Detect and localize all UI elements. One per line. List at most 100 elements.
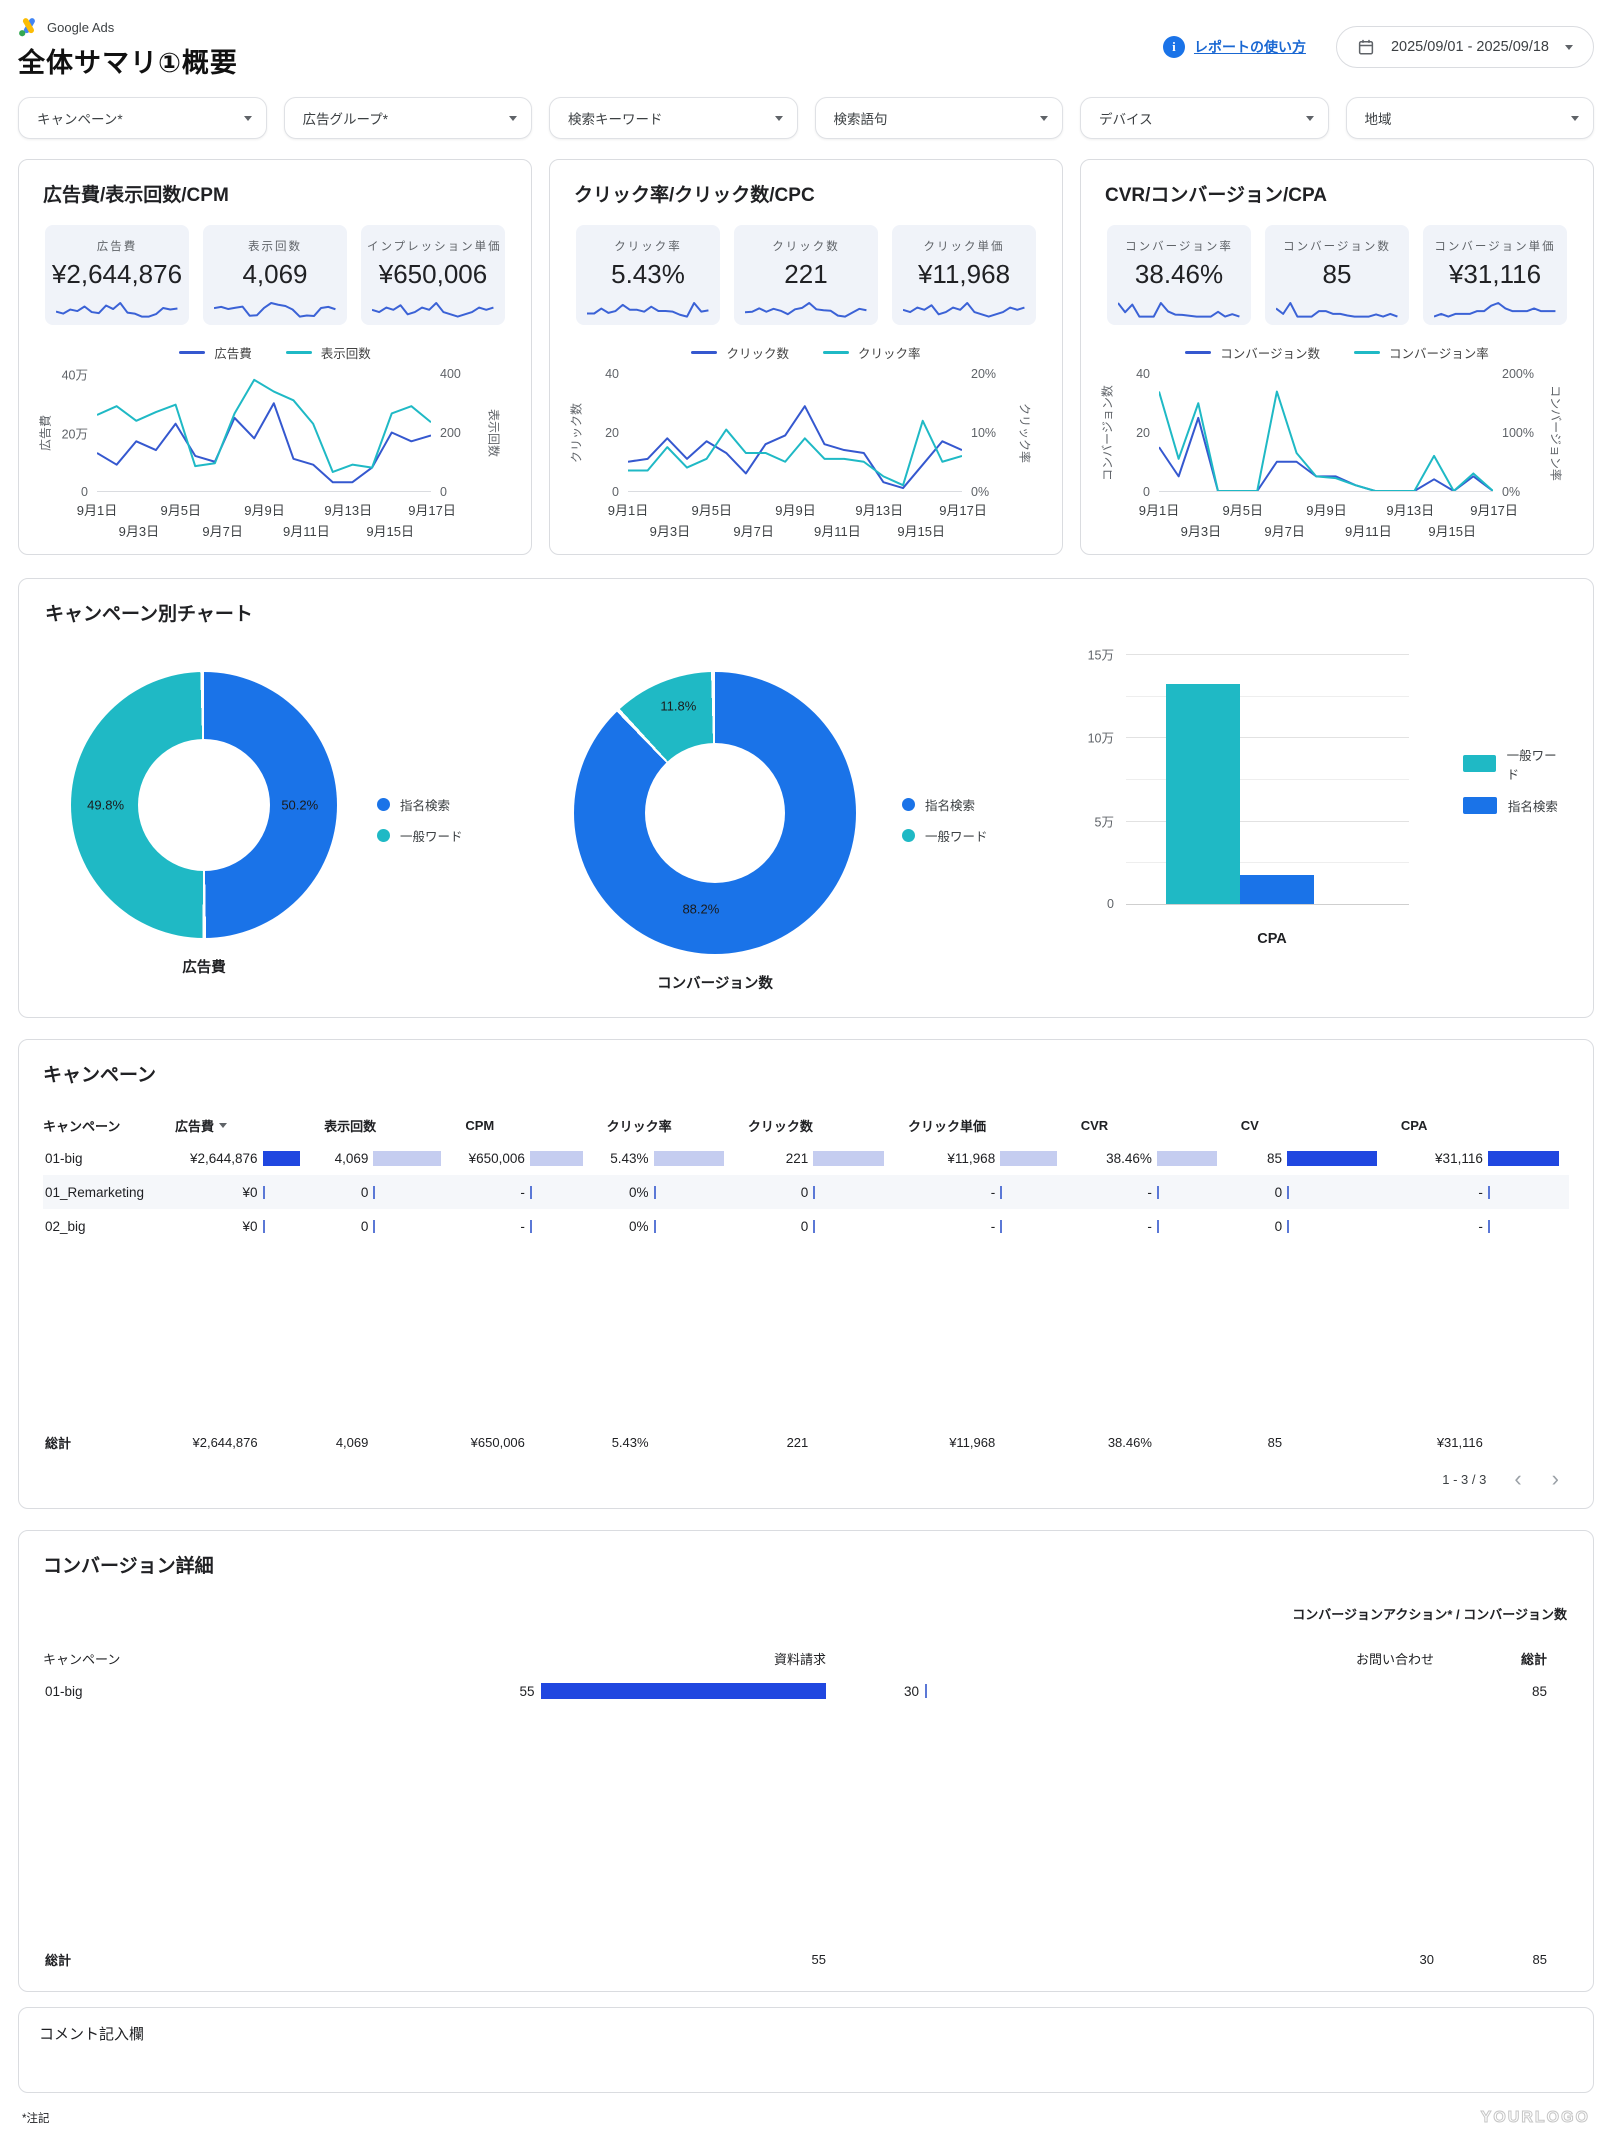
filter-device[interactable]: デバイス [1080, 97, 1329, 139]
column-header-1[interactable]: 広告費 [161, 1116, 310, 1135]
legend-item: 一般ワード [1462, 745, 1567, 783]
column-header-4[interactable]: クリック率 [606, 1118, 672, 1134]
scorecard: クリック単価 ¥11,968 [892, 225, 1036, 325]
page-title: 全体サマリ①概要 [18, 48, 238, 78]
total-value: 55 [811, 1951, 826, 1967]
conversion-meta-label: コンバージョンアクション* / コンバージョン数 [1292, 1607, 1567, 1622]
date-range-picker[interactable]: 2025/09/01 - 2025/09/18 [1335, 26, 1594, 68]
campaign-name: 01-big [45, 1683, 83, 1699]
chart-legend: コンバージョン数 コンバージョン率 [1099, 343, 1575, 362]
table-row[interactable]: 01-big ¥2,644,876 4,069 ¥650,006 5.43% 221 ¥11… [43, 1141, 1569, 1175]
placeholder-logo: YOURLOGO [1480, 2109, 1590, 2127]
table-cell: - [1067, 1185, 1227, 1200]
table-cell: - [894, 1185, 1067, 1200]
filter-region[interactable]: 地域 [1345, 97, 1594, 139]
legend-item: 指名検索 [1462, 796, 1567, 815]
brand-and-title: Google Ads 全体サマリ①概要 [18, 10, 238, 80]
bar-plot: 0 5万 10万 15万 [1088, 649, 1409, 911]
table-cell: - [894, 1219, 1067, 1234]
scorecard: コンバージョン単価 ¥31,116 [1423, 225, 1567, 325]
column-header-2[interactable]: 表示回数 [324, 1118, 377, 1134]
table-cell: 0% [593, 1185, 734, 1200]
total-value: 85 [1532, 1951, 1547, 1967]
chart-caption: 広告費 [182, 960, 226, 976]
column-header-7[interactable]: CVR [1080, 1117, 1109, 1133]
footnote: *注記 [22, 2113, 50, 2125]
table-cell: 38.46% [1067, 1150, 1227, 1166]
kpi-panel-clicks: クリック率/クリック数/CPC クリック率 5.43% クリック数 221 クリック単価… [549, 159, 1063, 555]
plot-area [97, 374, 431, 492]
slice-label: 88.2% [682, 901, 720, 917]
conversion-header-row: キャンペーン 資料請求 お問い合わせ 総計 [43, 1643, 1569, 1673]
table-row[interactable]: 01_Remarketing ¥0 0-0% 0- -0- [43, 1175, 1569, 1209]
chart-legend: 広告費 表示回数 [37, 343, 513, 362]
scorecard: 表示回数 4,069 [203, 225, 347, 325]
column-header[interactable]: 総計 [1520, 1651, 1547, 1667]
table-cell: 0 [310, 1185, 451, 1200]
chevron-down-icon [1305, 115, 1314, 121]
filter-campaign[interactable]: キャンペーン* [18, 97, 267, 139]
total-value: 30 [1419, 1951, 1434, 1967]
plot-area [1159, 374, 1493, 492]
column-header-5[interactable]: クリック数 [747, 1118, 813, 1134]
table-cell: - [1067, 1219, 1227, 1234]
kpi-row: 広告費/表示回数/CPM 広告費 ¥2,644,876 表示回数 4,069 インプレッ… [18, 159, 1594, 555]
table-cell: - [1387, 1185, 1569, 1200]
table-cell: ¥11,968 [894, 1150, 1067, 1166]
prev-page-icon[interactable]: ‹ [1514, 1466, 1522, 1491]
chart-row: 50.2% 49.8% 指名検索 一般ワード 広告費 88.2% 11.8% 指名… [45, 632, 1567, 993]
sparkline [56, 299, 177, 319]
donut-chart-spend: 50.2% 49.8% 指名検索 一般ワード 広告費 [45, 632, 530, 993]
next-page-icon[interactable]: › [1551, 1466, 1559, 1491]
conversion-panel: コンバージョン詳細 コンバージョンアクション* / コンバージョン数 キャンペー… [18, 1530, 1594, 1992]
donut-conversions: 88.2% 11.8% [574, 672, 856, 954]
report-help-link[interactable]: i レポートの使い方 [1162, 36, 1306, 58]
donut-hole [645, 743, 785, 883]
sparkline [1118, 299, 1239, 319]
donut-chart-conversions: 88.2% 11.8% 指名検索 一般ワード コンバージョン数 [530, 632, 1050, 993]
section-title: コンバージョン詳細 [43, 1556, 214, 1577]
table-spacer [43, 1709, 1569, 1941]
sparkline [903, 299, 1024, 319]
brand-text: Google Ads [47, 19, 115, 35]
cpa-bar-chart-block: 0 5万 10万 15万 一般ワード 指名検索 CPA [1050, 632, 1567, 993]
column-header-6[interactable]: クリック単価 [908, 1118, 987, 1134]
data-bar [925, 1683, 1434, 1699]
filter-bar: キャンペーン* 広告グループ* 検索キーワード 検索語句 デバイス 地域 [18, 97, 1594, 139]
table-cell: ¥31,116 [1387, 1150, 1569, 1166]
column-header[interactable]: 資料請求 [773, 1651, 826, 1667]
slice-label: 11.8% [660, 698, 697, 714]
campaign-name: 01_Remarketing [45, 1184, 145, 1200]
column-header[interactable]: キャンペーン [43, 1651, 121, 1667]
table-cell: 55 [193, 1683, 848, 1699]
cell-value: 55 [519, 1683, 535, 1699]
kpi-panel-cost: 広告費/表示回数/CPM 広告費 ¥2,644,876 表示回数 4,069 インプレッ… [18, 159, 532, 555]
filter-search-term[interactable]: 検索語句 [814, 97, 1063, 139]
column-header-8[interactable]: CV [1240, 1117, 1259, 1133]
legend-item: コンバージョン数 [1185, 343, 1320, 362]
column-header-9[interactable]: CPA [1400, 1117, 1428, 1133]
chevron-down-icon [774, 115, 783, 121]
chart-legend: クリック数 クリック率 [568, 343, 1044, 362]
conversion-row[interactable]: 01-big 55 30 85 [43, 1673, 1569, 1709]
table-cell: 0% [593, 1219, 734, 1234]
conversion-total-row: 総計 55 30 85 [43, 1941, 1569, 1977]
table-row[interactable]: 02_big ¥0 0-0% 0- -0- [43, 1209, 1569, 1243]
table-cell: - [1387, 1219, 1569, 1234]
brand-row: Google Ads [18, 10, 238, 38]
table-cell: 0 [1227, 1219, 1387, 1234]
filter-ad-group[interactable]: 広告グループ* [283, 97, 532, 139]
bar-legend: 一般ワード 指名検索 [1462, 745, 1567, 815]
column-header-3[interactable]: CPM [465, 1117, 495, 1133]
sort-desc-icon [219, 1122, 228, 1128]
legend-item: 一般ワード [902, 826, 988, 845]
column-header[interactable]: お問い合わせ [1355, 1651, 1434, 1667]
sparkline [1434, 299, 1555, 319]
scorecard-group: 広告費 ¥2,644,876 表示回数 4,069 インプレッション単価 ¥650,006 [37, 225, 513, 325]
data-bar [540, 1683, 826, 1699]
info-icon: i [1162, 36, 1185, 58]
column-header-campaign[interactable]: キャンペーン [43, 1118, 121, 1134]
donut-spend: 50.2% 49.8% [71, 672, 337, 938]
filter-search-keyword[interactable]: 検索キーワード [549, 97, 798, 139]
legend-item: クリック率 [823, 343, 921, 362]
